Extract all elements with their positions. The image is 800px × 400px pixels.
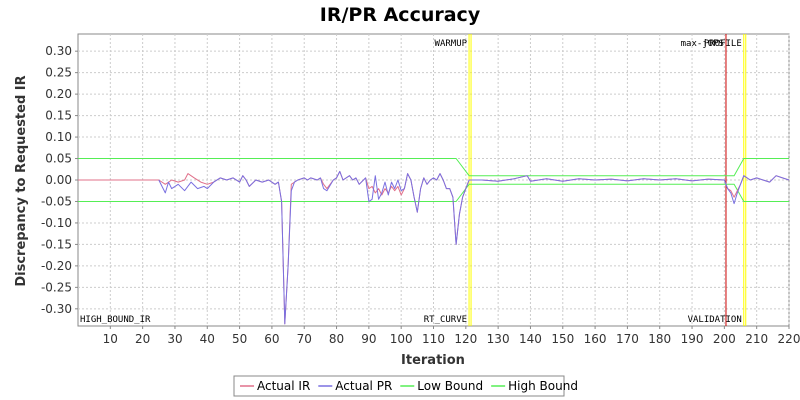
x-tick-label: 190 — [681, 332, 704, 346]
x-tick-label: 20 — [135, 332, 150, 346]
y-tick-label: 0.10 — [45, 130, 72, 144]
phase-label: RT_CURVE — [424, 315, 467, 325]
phase-label: HIGH_BOUND_IR — [80, 315, 151, 325]
x-tick-label: 30 — [167, 332, 182, 346]
y-tick-label: -0.10 — [41, 216, 72, 230]
x-tick-label: 140 — [519, 332, 542, 346]
y-tick-label: -0.25 — [41, 280, 72, 294]
y-axis-ticks: -0.30 -0.25 -0.20 -0.15 -0.10 -0.05 0.00 0.05 0.… — [41, 44, 78, 316]
x-tick-label: 210 — [745, 332, 768, 346]
y-tick-label: -0.15 — [41, 237, 72, 251]
x-tick-label: 200 — [713, 332, 736, 346]
series-line-high-bound — [78, 158, 789, 177]
x-tick-label: 90 — [361, 332, 376, 346]
x-tick-label: 170 — [616, 332, 639, 346]
x-tick-label: 160 — [584, 332, 607, 346]
x-tick-label: 80 — [329, 332, 344, 346]
x-tick-label: 60 — [264, 332, 279, 346]
x-tick-label: 70 — [297, 332, 312, 346]
y-tick-label: -0.20 — [41, 259, 72, 273]
series-lines — [78, 158, 790, 325]
y-tick-label: 0.00 — [45, 173, 72, 187]
y-tick-label: -0.05 — [41, 194, 72, 208]
x-tick-label: 50 — [232, 332, 247, 346]
legend-label: Actual IR — [257, 379, 310, 393]
x-tick-label: 40 — [200, 332, 215, 346]
legend-box — [233, 375, 565, 397]
y-axis-title: Discrepancy to Requested IR — [14, 75, 29, 286]
y-tick-label: 0.20 — [45, 87, 72, 101]
x-axis-title: Iteration — [401, 353, 465, 368]
x-tick-label: 130 — [487, 332, 510, 346]
chart-title: IR/PR Accuracy — [320, 4, 481, 26]
series-line-low-bound — [78, 183, 789, 202]
legend-label: Actual PR — [335, 379, 392, 393]
x-tick-label: 10 — [103, 332, 118, 346]
x-tick-label: 100 — [390, 332, 413, 346]
legend-label: Low Bound — [417, 379, 483, 393]
y-tick-label: -0.30 — [41, 302, 72, 316]
marker-label: max-jOPS — [681, 39, 724, 49]
x-tick-label: 150 — [551, 332, 574, 346]
y-tick-label: 0.15 — [45, 109, 72, 123]
x-tick-label: 120 — [454, 332, 477, 346]
legend: Actual IR Actual PR Low Bound High Bound — [240, 379, 578, 393]
series-line-actual-pr — [158, 170, 790, 325]
grid — [78, 34, 790, 326]
legend-label: High Bound — [508, 379, 578, 393]
marker-label: PROFILE — [704, 39, 742, 49]
x-axis-ticks: 10 20 30 40 50 60 70 80 90 100 110 120 130 140 150 160 1… — [103, 326, 800, 346]
y-tick-label: 0.25 — [45, 66, 72, 80]
x-tick-label: 220 — [778, 332, 800, 346]
y-tick-label: 0.05 — [45, 152, 72, 166]
x-tick-label: 180 — [648, 332, 671, 346]
marker-label: WARMUP — [435, 39, 468, 49]
phase-label: VALIDATION — [688, 315, 742, 325]
y-tick-label: 0.30 — [45, 44, 72, 58]
x-tick-label: 110 — [422, 332, 445, 346]
